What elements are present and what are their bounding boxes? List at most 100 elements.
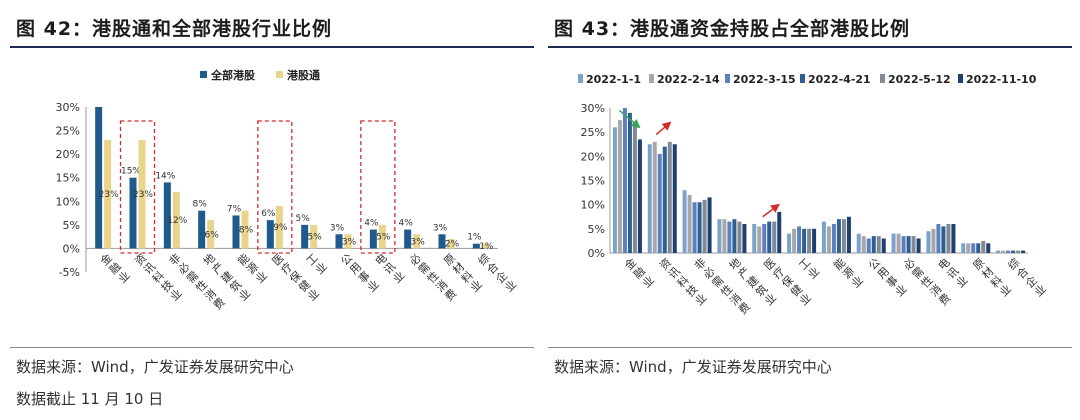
right-y-tick-label: 15% — [581, 175, 605, 188]
right-legend-label: 2022-4-21 — [808, 73, 871, 86]
left-bar — [275, 206, 283, 249]
left-note-text: 数据截止 11 月 10 日 — [16, 390, 164, 408]
left-y-tick-label: 5% — [63, 219, 80, 232]
left-data-label: 12% — [167, 216, 187, 226]
left-figure-panel: 图 42：港股通和全部港股行业比例 全部港股 港股通 -5% 0% 5% 10% 15% 20… — [10, 0, 534, 420]
right-bar — [632, 122, 637, 253]
right-bar — [926, 231, 931, 253]
left-legend: 全部港股 港股通 — [200, 68, 320, 82]
right-bar — [777, 211, 782, 253]
left-data-label: 1% — [479, 242, 494, 252]
right-bar — [966, 243, 971, 253]
left-bar — [198, 210, 206, 249]
right-bar — [881, 238, 886, 253]
left-legend-swatch — [276, 71, 283, 78]
right-bar — [916, 238, 921, 253]
right-bar — [911, 236, 916, 253]
right-bar — [682, 190, 687, 253]
right-bar — [986, 243, 991, 253]
right-bar — [891, 233, 896, 253]
left-y-tick-label: -5% — [59, 266, 80, 279]
right-y-tick-label: 20% — [581, 150, 605, 163]
left-legend-label: 港股通 — [287, 68, 320, 82]
right-bar — [767, 221, 772, 253]
right-source-rule — [548, 347, 1072, 348]
left-data-label: 23% — [99, 190, 119, 200]
right-bar — [971, 243, 976, 253]
right-legend-swatch — [800, 74, 805, 83]
right-bar — [722, 219, 727, 253]
left-y-tick-label: 15% — [56, 172, 80, 185]
left-data-label: 8% — [193, 200, 208, 210]
left-data-label: 2% — [445, 240, 460, 250]
right-bar — [652, 141, 657, 253]
right-legend-label: 2022-3-15 — [733, 73, 796, 86]
left-bar — [344, 234, 352, 249]
right-category-label: 工业 — [796, 256, 822, 282]
right-bar — [772, 221, 777, 253]
left-y-tick-label: 30% — [56, 101, 80, 114]
left-data-label: 14% — [155, 171, 175, 181]
left-bar — [481, 243, 489, 249]
left-legend-swatch — [200, 71, 207, 78]
right-y-tick-label: 25% — [581, 126, 605, 139]
left-category-label: 电讯业 — [373, 251, 408, 286]
left-bar — [95, 107, 103, 249]
left-data-label: 7% — [227, 204, 242, 214]
left-bar — [472, 243, 480, 249]
right-bar — [1021, 250, 1026, 253]
right-bar — [1016, 250, 1021, 253]
left-bar — [138, 140, 146, 249]
right-bar — [622, 108, 627, 253]
right-legend-label: 2022-2-14 — [657, 73, 720, 86]
right-bar — [737, 221, 742, 253]
right-bar — [762, 224, 767, 253]
left-bar — [310, 224, 318, 249]
right-bar — [981, 240, 986, 253]
industry-ratio-chart: 全部港股 港股通 -5% 0% 5% 10% 15% 20% 25% 30% 23% 金融业 15% 23… — [56, 68, 520, 312]
left-data-label: 6% — [261, 209, 276, 219]
right-bar — [787, 233, 792, 253]
left-data-label: 4% — [364, 219, 379, 229]
right-legend-label: 2022-5-12 — [888, 73, 951, 86]
right-bar — [961, 243, 966, 253]
right-bar — [856, 233, 861, 253]
holding-ratio-chart: 2022-1-1 2022-2-14 2022-3-15 2022-4-21 2022-… — [578, 73, 1049, 317]
right-bar — [821, 221, 826, 253]
left-highlight-box — [119, 120, 156, 254]
right-bar — [742, 224, 747, 253]
right-bar — [936, 224, 941, 253]
right-legend: 2022-1-1 2022-2-14 2022-3-15 2022-4-21 2022-… — [578, 73, 1037, 86]
right-bar — [687, 195, 692, 253]
red-increase-arrow — [762, 203, 780, 218]
right-legend-swatch — [880, 74, 885, 83]
right-bar — [692, 202, 697, 253]
right-bar — [612, 127, 617, 253]
left-legend-label: 全部港股 — [210, 68, 256, 82]
right-bar — [757, 226, 762, 253]
right-category-label: 金融业 — [622, 255, 657, 290]
right-bar — [906, 236, 911, 253]
left-category-label: 工业 — [304, 251, 330, 277]
left-data-label: 3% — [433, 223, 448, 233]
right-bar — [946, 224, 951, 253]
left-bar — [369, 229, 377, 249]
left-bar — [438, 234, 446, 249]
right-bar — [667, 141, 672, 253]
right-bar — [807, 228, 812, 253]
right-bar — [617, 120, 622, 253]
left-highlight-box — [360, 120, 396, 254]
left-data-label: 9% — [273, 223, 288, 233]
right-bar — [931, 228, 936, 253]
left-data-label: 1% — [467, 233, 482, 243]
left-bar — [413, 234, 421, 249]
right-bar — [792, 228, 797, 253]
left-bar — [163, 182, 171, 249]
left-data-label: 23% — [133, 190, 153, 200]
green-decrease-arrow — [618, 109, 641, 129]
left-bar — [129, 177, 137, 249]
left-data-label: 6% — [205, 230, 220, 240]
right-y-tick-label: 0% — [588, 247, 605, 260]
